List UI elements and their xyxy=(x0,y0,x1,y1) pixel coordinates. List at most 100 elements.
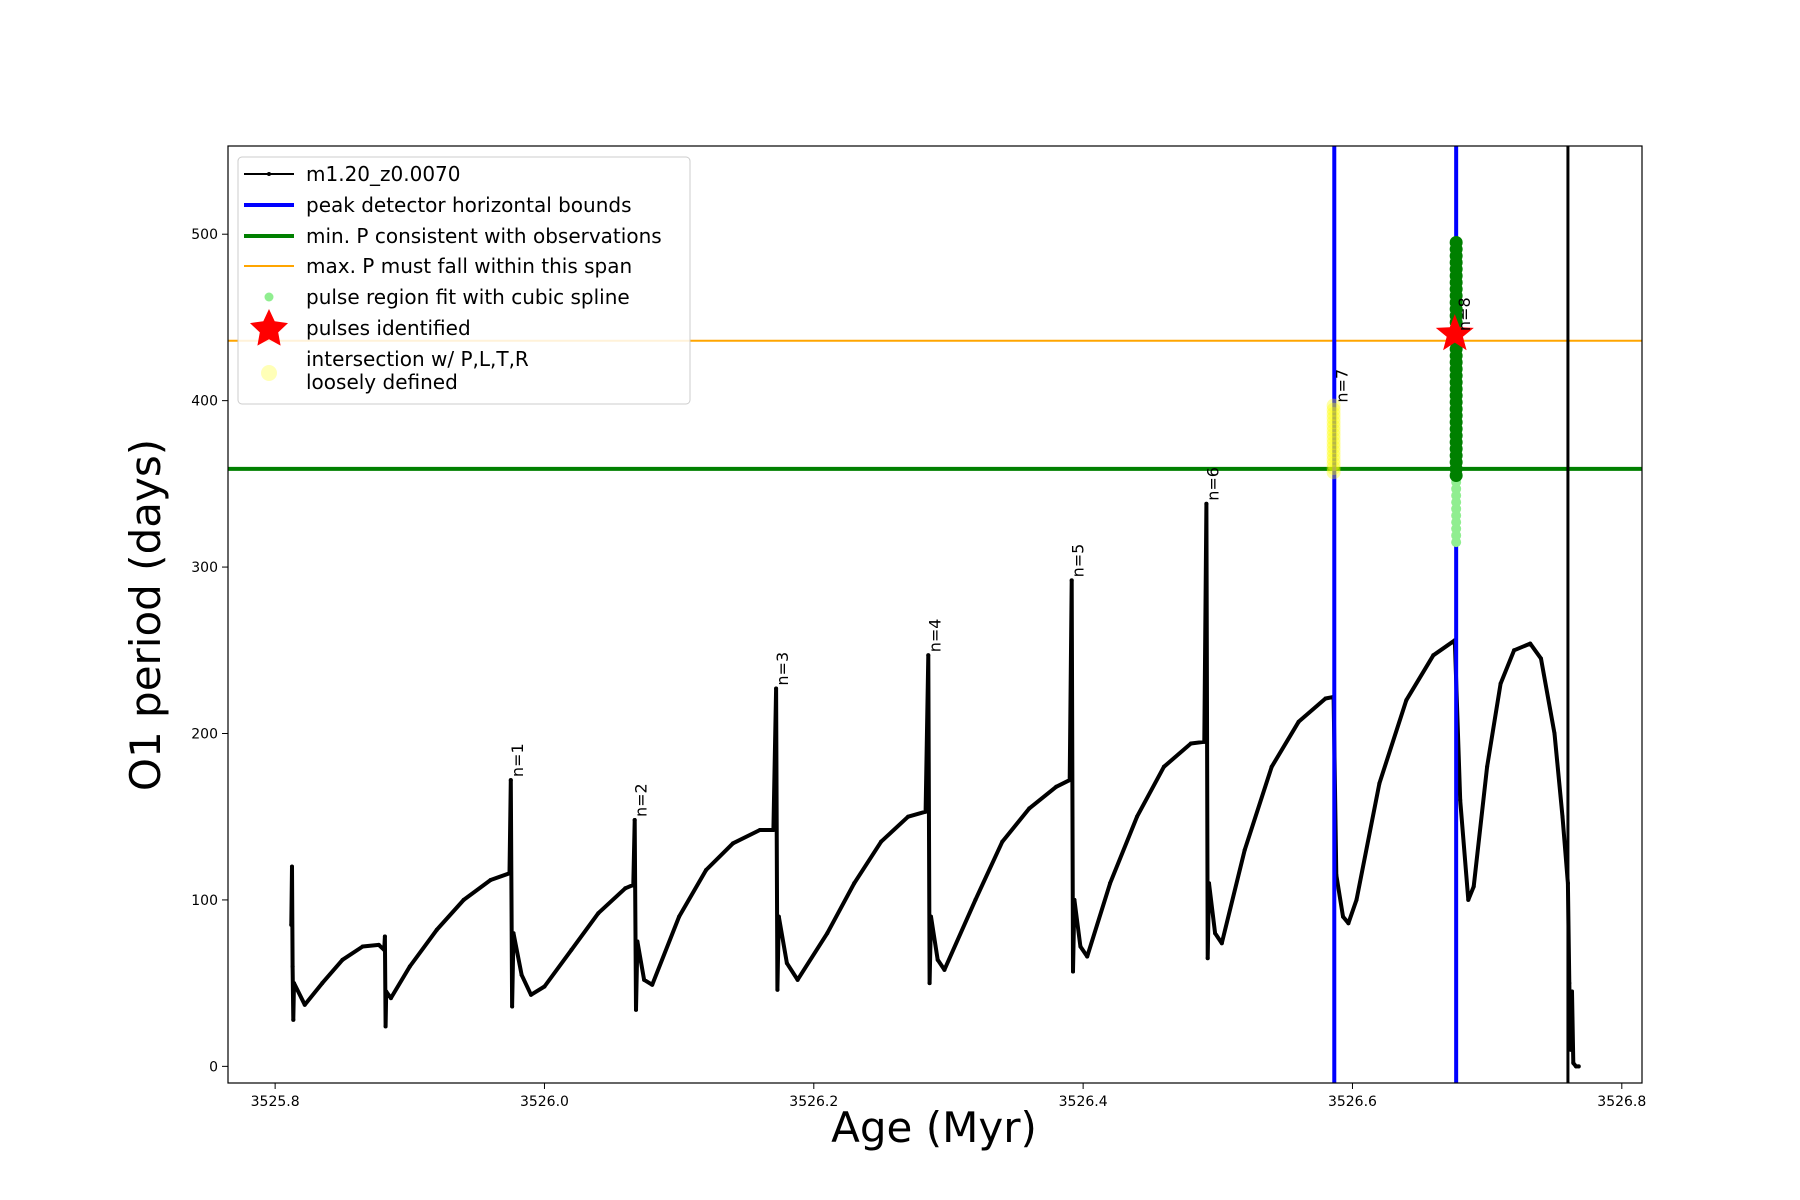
series-point xyxy=(776,914,781,919)
legend-label: min. P consistent with observations xyxy=(306,224,662,248)
legend-marker-yellow xyxy=(261,365,277,381)
series-point xyxy=(1067,778,1072,783)
yellow-point xyxy=(1326,423,1341,438)
y-axis-title: O1 period (days) xyxy=(121,439,170,791)
series-point xyxy=(1341,914,1346,919)
legend-label: peak detector horizontal bounds xyxy=(306,193,632,217)
series-point xyxy=(923,809,928,814)
yellow-point xyxy=(1326,406,1341,421)
x-tick-label: 3525.8 xyxy=(251,1094,300,1110)
series-point xyxy=(508,778,513,783)
series-point xyxy=(704,867,709,872)
pulse-label: n=7 xyxy=(1333,369,1352,403)
series-point xyxy=(384,989,389,994)
series-point xyxy=(775,987,780,992)
series-point xyxy=(928,914,933,919)
series-point xyxy=(510,1004,515,1009)
series-point xyxy=(1377,781,1382,786)
y-tick-label: 300 xyxy=(191,560,218,576)
series-point xyxy=(1568,1047,1573,1052)
series-point xyxy=(935,957,940,962)
series-point xyxy=(1188,741,1193,746)
series-point xyxy=(1108,881,1113,886)
series-point xyxy=(507,871,512,876)
legend-box xyxy=(237,156,691,405)
pulse-label: n=3 xyxy=(773,652,792,686)
series-point xyxy=(1458,798,1463,803)
y-tick-label: 400 xyxy=(191,394,218,410)
series-point xyxy=(291,981,296,986)
series-point xyxy=(1085,954,1090,959)
y-tick-label: 100 xyxy=(191,893,218,909)
yellow-point xyxy=(1326,461,1341,476)
series-point xyxy=(1431,653,1436,658)
legend-entry-blue: peak detector horizontal bounds xyxy=(244,193,632,217)
x-tick-label: 3526.8 xyxy=(1597,1094,1646,1110)
yellow-point xyxy=(1326,452,1341,467)
yellow-point xyxy=(1326,431,1341,446)
series-point xyxy=(774,686,779,691)
series-point xyxy=(677,914,682,919)
series-point xyxy=(1569,989,1574,994)
series-point xyxy=(1528,641,1533,646)
legend-marker-black xyxy=(267,172,271,176)
legend-label: intersection w/ P,L,T,R xyxy=(306,347,529,371)
series-point xyxy=(1560,814,1565,819)
series-point xyxy=(942,967,947,972)
series-point xyxy=(879,839,884,844)
yellow-point xyxy=(1326,427,1341,442)
series-point xyxy=(635,939,640,944)
x-tick-label: 3526.0 xyxy=(520,1094,569,1110)
series-point xyxy=(383,1024,388,1029)
series-point xyxy=(1213,931,1218,936)
series-point xyxy=(1202,739,1207,744)
series-point xyxy=(1205,956,1210,961)
plot-area: n=1 n=2 n=3 n=4 n=5 n=6 n=7 n=8 xyxy=(228,146,1642,1083)
series-point xyxy=(1207,881,1212,886)
series-point xyxy=(1498,681,1503,686)
yellow-point xyxy=(1326,419,1341,434)
legend-entry-spline: pulse region fit with cubic spline xyxy=(264,285,630,309)
x-tick-label: 3526.6 xyxy=(1328,1094,1377,1110)
legend: m1.20_z0.0070 peak detector horizontal b… xyxy=(237,156,691,405)
series-point xyxy=(382,934,387,939)
pulse-star xyxy=(1435,314,1474,351)
series-point xyxy=(1000,839,1005,844)
series-point xyxy=(631,882,636,887)
legend-label: pulse region fit with cubic spline xyxy=(306,285,630,309)
series-point xyxy=(388,996,393,1001)
series-point xyxy=(1161,764,1166,769)
series-point xyxy=(434,927,439,932)
series-point xyxy=(795,977,800,982)
legend-entry-yellow: intersection w/ P,L,T,R loosely defined xyxy=(261,347,529,394)
series-point xyxy=(1323,696,1328,701)
legend-entry-green: min. P consistent with observations xyxy=(244,224,662,248)
yellow-point xyxy=(1326,411,1341,426)
series-point xyxy=(757,828,762,833)
y-tick-label: 500 xyxy=(191,227,218,243)
series-point xyxy=(632,818,637,823)
series-point xyxy=(825,931,830,936)
series-point xyxy=(407,964,412,969)
series-point xyxy=(542,984,547,989)
series-point xyxy=(623,886,628,891)
legend-entry-series: m1.20_z0.0070 xyxy=(244,162,461,186)
series-point xyxy=(529,992,533,997)
series-point xyxy=(290,964,295,969)
series-point xyxy=(291,1017,296,1022)
series-point xyxy=(1466,897,1471,902)
series-point xyxy=(1539,656,1543,661)
x-axis-title: Age (Myr) xyxy=(831,1103,1037,1152)
yellow-point xyxy=(1326,448,1341,463)
series-point xyxy=(1485,764,1490,769)
series-point xyxy=(302,1002,307,1007)
pulse-label: n=5 xyxy=(1069,544,1088,578)
series-point xyxy=(1242,847,1247,852)
series-point xyxy=(1219,941,1224,946)
series-point xyxy=(1135,814,1139,819)
pulse-label: n=6 xyxy=(1203,467,1222,501)
series-point xyxy=(634,1007,639,1012)
pulse-label: n=8 xyxy=(1455,297,1474,331)
series-point xyxy=(906,814,911,819)
yellow-point xyxy=(1326,444,1341,459)
